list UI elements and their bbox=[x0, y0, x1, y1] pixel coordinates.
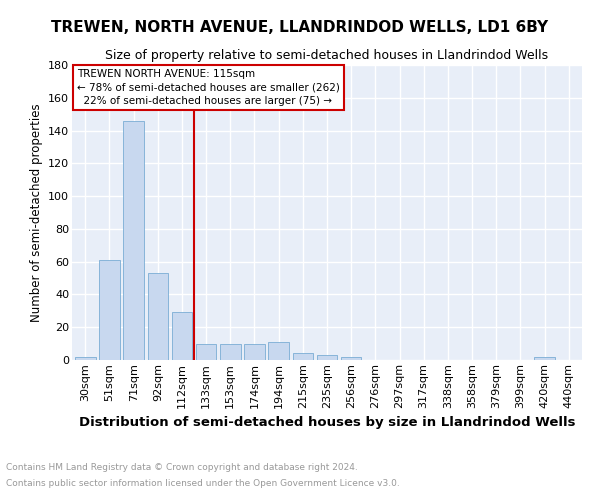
Bar bbox=[244, 344, 265, 360]
Bar bbox=[317, 355, 337, 360]
Bar bbox=[124, 120, 144, 360]
X-axis label: Distribution of semi-detached houses by size in Llandrindod Wells: Distribution of semi-detached houses by … bbox=[79, 416, 575, 429]
Text: TREWEN NORTH AVENUE: 115sqm
← 78% of semi-detached houses are smaller (262)
  22: TREWEN NORTH AVENUE: 115sqm ← 78% of sem… bbox=[77, 70, 340, 106]
Bar bbox=[268, 342, 289, 360]
Bar bbox=[148, 273, 168, 360]
Text: Contains HM Land Registry data © Crown copyright and database right 2024.: Contains HM Land Registry data © Crown c… bbox=[6, 464, 358, 472]
Bar bbox=[534, 356, 555, 360]
Bar bbox=[220, 344, 241, 360]
Bar bbox=[172, 312, 192, 360]
Y-axis label: Number of semi-detached properties: Number of semi-detached properties bbox=[29, 103, 43, 322]
Text: TREWEN, NORTH AVENUE, LLANDRINDOD WELLS, LD1 6BY: TREWEN, NORTH AVENUE, LLANDRINDOD WELLS,… bbox=[52, 20, 548, 35]
Bar bbox=[341, 356, 361, 360]
Text: Contains public sector information licensed under the Open Government Licence v3: Contains public sector information licen… bbox=[6, 478, 400, 488]
Bar bbox=[293, 354, 313, 360]
Bar bbox=[75, 356, 95, 360]
Bar bbox=[196, 344, 217, 360]
Bar bbox=[99, 260, 120, 360]
Title: Size of property relative to semi-detached houses in Llandrindod Wells: Size of property relative to semi-detach… bbox=[106, 50, 548, 62]
